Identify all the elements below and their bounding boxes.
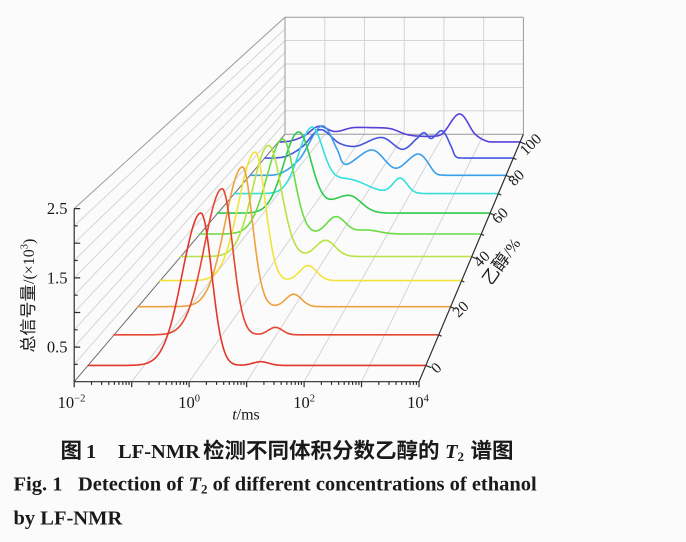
svg-text:Fig. 1: Fig. 1 (14, 474, 63, 496)
svg-text:Detection of T2 of different c: Detection of T2 of different concentrati… (78, 474, 537, 497)
svg-text:by LF-NMR: by LF-NMR (14, 508, 123, 530)
svg-text:T: T (445, 441, 459, 463)
svg-text:/(×103): /(×103) (20, 239, 39, 284)
svg-text:t/ms: t/ms (232, 407, 260, 424)
svg-text:1.5: 1.5 (47, 269, 68, 288)
svg-text:2: 2 (458, 449, 465, 464)
svg-text:1: 1 (86, 441, 96, 463)
svg-text:2.5: 2.5 (47, 199, 68, 218)
svg-text:100: 100 (178, 393, 200, 412)
svg-text:0.5: 0.5 (47, 338, 68, 357)
svg-text:LF-NMR: LF-NMR (118, 441, 200, 463)
svg-text:102: 102 (293, 393, 315, 412)
